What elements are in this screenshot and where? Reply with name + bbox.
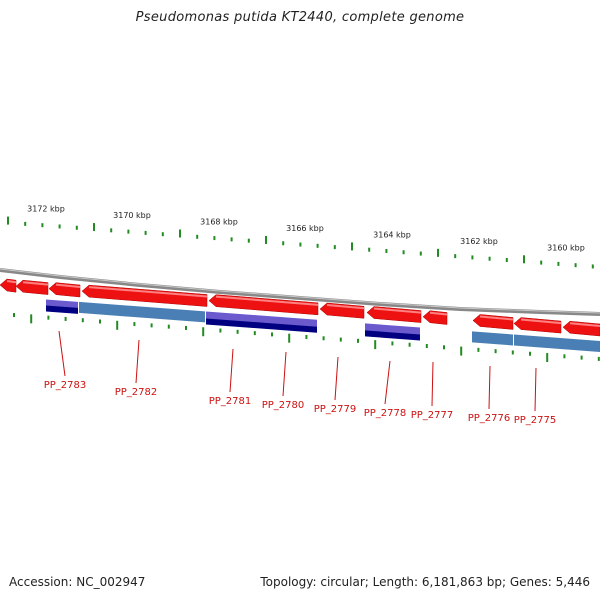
genome-backbone-highlight [0, 268, 600, 314]
gene-leader-line [334, 356, 339, 401]
gene-label: PP_2780 [262, 400, 305, 411]
gene-leader-line [488, 365, 491, 410]
forward-gene-highlight [6, 280, 17, 284]
gene-label: PP_2776 [468, 413, 511, 424]
forward-gene-arrow [81, 284, 208, 307]
feature-bar [365, 330, 420, 341]
scale-label: 3172 kbp [27, 204, 65, 213]
forward-gene-highlight [326, 304, 365, 310]
gene-leader-line [229, 348, 234, 393]
gene-leader-line [534, 367, 537, 412]
forward-gene-highlight [479, 315, 514, 321]
gene-leader-line [58, 330, 66, 377]
gene-label: PP_2783 [44, 380, 87, 391]
feature-bar [46, 305, 78, 314]
forward-gene-highlight [22, 281, 49, 286]
forward-gene-highlight [215, 295, 319, 306]
scale-labels: 3172 kbp 3170 kbp 3168 kbp 3166 kbp 3164 kbp… [27, 204, 585, 252]
gene-label: PP_2778 [364, 408, 407, 419]
feature-bar [472, 331, 513, 346]
scale-label: 3168 kbp [200, 217, 238, 226]
forward-gene-highlight [55, 283, 81, 288]
gene-label: PP_2777 [411, 410, 454, 421]
feature-bar [514, 334, 600, 352]
gene-labels: PP_2783 PP_2782 PP_2781 PP_2780 PP_2779 PP_27… [44, 330, 557, 426]
forward-gene-arrow [208, 294, 319, 316]
gene-leader-line [282, 351, 287, 397]
forward-gene-highlight [520, 318, 562, 325]
gene-label: PP_2775 [514, 415, 557, 426]
forward-gene-highlight [373, 307, 422, 314]
forward-gene-arrow [319, 302, 365, 319]
forward-gene-highlight [429, 311, 448, 316]
gene-leader-line [431, 361, 434, 407]
genes [0, 278, 600, 352]
feature-bar [79, 301, 205, 323]
scale-label: 3170 kbp [113, 211, 151, 220]
scale-label: 3162 kbp [460, 237, 498, 246]
tick-marks [7, 216, 600, 363]
genome-backbone [0, 268, 600, 316]
gene-label: PP_2782 [115, 387, 158, 398]
feature-bar [206, 318, 317, 333]
forward-gene-highlight [88, 286, 208, 298]
genome-summary-text: Topology: circular; Length: 6,181,863 bp… [260, 575, 590, 589]
gene-leader-line [135, 339, 140, 384]
forward-gene-highlight [569, 322, 600, 327]
accession-text: Accession: NC_002947 [9, 575, 146, 589]
map-title: Pseudomonas putida KT2440, complete geno… [135, 10, 465, 25]
scale-label: 3164 kbp [373, 230, 411, 239]
gene-label: PP_2779 [314, 404, 357, 415]
gene-label: PP_2781 [209, 396, 252, 407]
scale-label: 3160 kbp [547, 243, 585, 252]
gene-leader-line [384, 360, 391, 405]
scale-label: 3166 kbp [286, 224, 324, 233]
